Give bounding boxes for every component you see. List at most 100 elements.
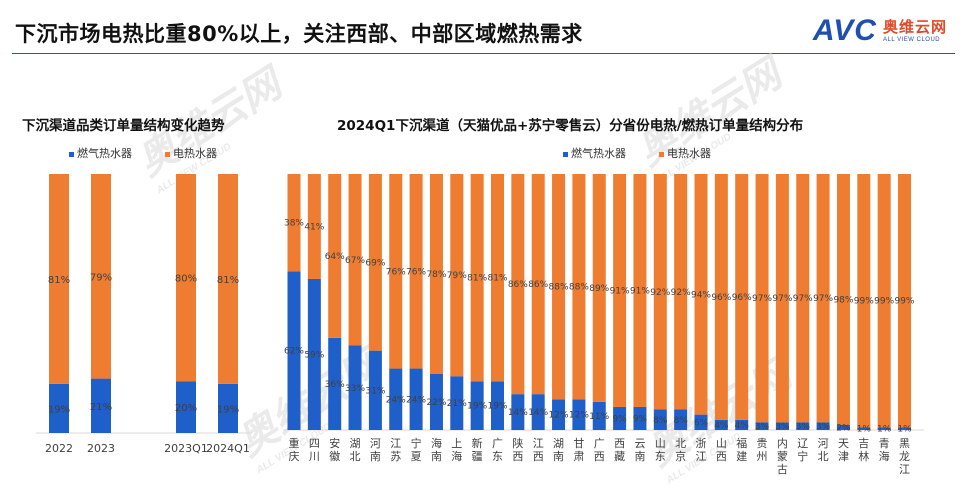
bar-electric: [450, 174, 464, 377]
bar-gas: [307, 278, 321, 430]
bar-gas: [796, 422, 810, 430]
data-label-gas: 12%: [569, 411, 589, 421]
bar-gas: [816, 422, 830, 430]
data-label-electric: 97%: [752, 294, 772, 304]
data-label-gas: 62%: [284, 347, 304, 357]
x-tick-label: 重庆: [289, 436, 300, 463]
data-label-gas: 21%: [90, 402, 112, 413]
data-label-electric: 96%: [711, 293, 731, 303]
x-tick-label: 黑龙江: [899, 437, 910, 476]
bar-gas: [429, 373, 443, 430]
x-tick-label: 辽宁: [797, 437, 808, 463]
data-label-electric: 97%: [793, 294, 813, 304]
data-label-electric: 99%: [894, 297, 914, 307]
data-label-electric: 86%: [528, 280, 548, 290]
x-tick-label: 云南: [634, 437, 645, 463]
data-label-gas: 4%: [735, 421, 750, 431]
bar-electric: [877, 174, 891, 428]
x-tick-label: 2023Q1: [164, 442, 208, 455]
x-tick-label: 河南: [370, 437, 381, 463]
x-tick-label: 海南: [431, 436, 442, 463]
data-label-gas: 6%: [694, 418, 709, 428]
bar-electric: [511, 174, 525, 395]
data-label-gas: 2%: [836, 423, 851, 433]
data-label-gas: 19%: [48, 404, 70, 415]
data-label-gas: 3%: [755, 422, 770, 432]
x-tick-label: 山西: [716, 437, 727, 463]
data-label-gas: 9%: [633, 414, 648, 424]
bar-gas: [898, 427, 911, 430]
x-tick-label: 河北: [818, 437, 829, 463]
data-label-electric: 92%: [671, 288, 691, 298]
x-tick-label: 湖南: [553, 437, 564, 463]
data-label-gas: 59%: [304, 350, 324, 360]
chart-title-right: 2024Q1下沉渠道（天猫优品+苏宁零售云）分省份电热/燃热订单量结构分布: [337, 118, 804, 134]
data-label-gas: 3%: [796, 422, 811, 432]
bar-gas: [218, 383, 238, 433]
data-label-gas: 9%: [612, 414, 627, 424]
bar-electric: [409, 174, 423, 369]
brand-logo: AVC 奥维云网 ALL VIEW CLOUD: [813, 16, 947, 46]
x-tick-label: 青海: [879, 437, 890, 463]
x-tick-label: 吉林: [858, 437, 869, 463]
data-label-gas: 20%: [175, 403, 197, 414]
data-label-electric: 81%: [217, 275, 239, 286]
page-title: 下沉市场电热比重80%以上，关注西部、中部区域燃热需求: [15, 22, 583, 46]
x-tick-label: 2023: [87, 442, 115, 455]
x-tick-label: 新疆: [472, 436, 483, 463]
bar-electric: [816, 174, 830, 423]
bar-gas: [531, 394, 545, 430]
bar-electric: [287, 174, 301, 272]
bar-electric: [49, 174, 69, 384]
bar-electric: [176, 174, 196, 382]
data-label-gas: 19%: [467, 402, 487, 412]
data-label-electric: 99%: [874, 297, 894, 307]
bar-gas: [49, 383, 69, 433]
bar-electric: [857, 174, 871, 428]
data-label-gas: 24%: [406, 395, 426, 405]
bar-gas: [389, 368, 403, 430]
data-label-electric: 81%: [467, 274, 487, 284]
data-label-electric: 89%: [589, 284, 609, 294]
data-label-gas: 8%: [674, 416, 689, 426]
bar-gas: [694, 414, 708, 430]
bar-gas: [287, 271, 301, 430]
bar-gas: [674, 409, 688, 430]
bar-electric: [674, 174, 688, 410]
bar-gas: [836, 424, 850, 430]
bar-electric: [613, 174, 627, 407]
bar-electric: [429, 174, 443, 374]
bar-electric: [552, 174, 566, 400]
data-label-gas: 19%: [217, 404, 239, 415]
x-tick-label: 江苏: [390, 437, 401, 463]
data-label-electric: 78%: [426, 270, 446, 280]
bar-electric: [572, 174, 586, 400]
bar-electric: [796, 174, 810, 423]
bar-electric: [307, 174, 321, 279]
bar-gas: [176, 381, 196, 433]
data-label-electric: 67%: [345, 256, 365, 266]
bar-electric: [714, 174, 728, 420]
bar-gas: [755, 422, 769, 430]
x-tick-label: 福建: [736, 436, 747, 463]
data-label-electric: 97%: [813, 294, 833, 304]
data-label-gas: 12%: [549, 411, 569, 421]
data-label-electric: 76%: [386, 267, 406, 277]
data-label-gas: 1%: [897, 425, 912, 435]
data-label-electric: 41%: [304, 222, 324, 232]
legend-label: 燃气热水器: [571, 146, 626, 160]
data-label-gas: 11%: [589, 412, 609, 422]
bar-gas: [91, 378, 111, 433]
data-label-electric: 98%: [833, 295, 853, 305]
bar-electric: [898, 174, 911, 428]
logo-en-text: ALL VIEW CLOUD: [882, 37, 941, 43]
data-label-electric: 76%: [406, 267, 426, 277]
x-tick-label: 内蒙古: [777, 436, 788, 476]
x-tick-label: 陕西: [512, 436, 523, 463]
data-label-gas: 14%: [528, 408, 548, 418]
bar-electric: [91, 174, 111, 379]
data-label-gas: 1%: [857, 425, 872, 435]
x-tick-label: 2024Q1: [206, 442, 250, 455]
data-label-electric: 69%: [365, 258, 385, 268]
